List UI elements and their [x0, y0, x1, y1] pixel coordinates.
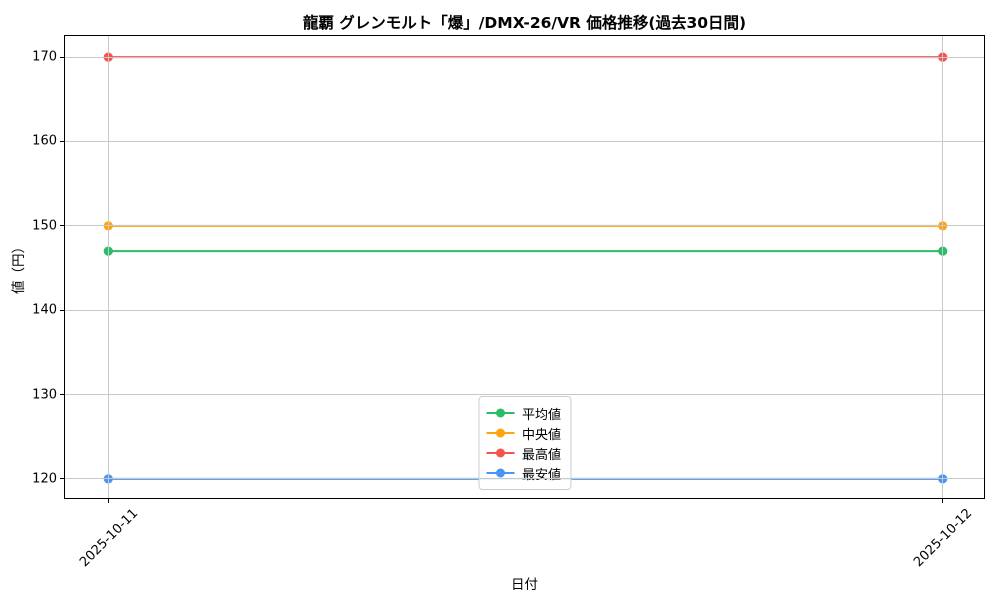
- x-tick-mark: [107, 498, 109, 503]
- legend-label: 最安値: [521, 467, 562, 483]
- y-tick-mark: [60, 225, 65, 227]
- legend-marker-dot: [495, 428, 505, 438]
- legend-label: 最高値: [521, 447, 562, 463]
- y-tick-label: 160: [32, 133, 57, 149]
- x-tick-label: 2025-10-11: [76, 506, 141, 571]
- legend-row: 最安値: [485, 463, 562, 483]
- y-gridline: [65, 478, 984, 480]
- plot-area: 平均値中央値最高値最安値 120 130 140 150 160 170 2025-10-1…: [32, 35, 985, 570]
- y-tick-mark: [60, 56, 65, 58]
- y-gridline: [65, 225, 984, 227]
- x-gridline: [942, 36, 944, 498]
- y-tick-mark: [60, 140, 65, 142]
- y-tick-mark: [60, 394, 65, 396]
- legend-marker-dot: [495, 408, 505, 418]
- legend-label: 平均値: [521, 407, 562, 423]
- legend-row: 中央値: [485, 423, 562, 443]
- legend-sample: [485, 428, 514, 438]
- legend-sample: [485, 408, 514, 418]
- legend-label: 中央値: [521, 427, 562, 443]
- x-tick-label: 2025-10-12: [911, 506, 976, 571]
- y-gridline: [65, 56, 984, 58]
- legend-row: 平均値: [485, 403, 562, 423]
- y-axis-label: 値（円）: [11, 240, 27, 294]
- legend: 平均値中央値最高値最安値: [477, 396, 572, 490]
- legend-row: 最高値: [485, 443, 562, 463]
- y-gridline: [65, 140, 984, 142]
- y-tick-label: 120: [32, 471, 57, 487]
- y-gridline: [65, 309, 984, 311]
- x-gridline: [107, 36, 109, 498]
- chart-title: 龍覇 グレンモルト「爆」/DMX-26/VR 価格推移(過去30日間): [302, 14, 747, 32]
- y-tick-mark: [60, 309, 65, 311]
- y-tick-label: 140: [32, 302, 57, 318]
- y-tick-label: 130: [32, 387, 57, 403]
- y-tick-label: 170: [32, 49, 57, 65]
- legend-sample: [485, 448, 514, 458]
- y-tick-label: 150: [32, 218, 57, 234]
- legend-marker-dot: [495, 468, 505, 478]
- x-tick-mark: [942, 498, 944, 503]
- y-tick-mark: [60, 478, 65, 480]
- legend-sample: [485, 468, 514, 478]
- x-axis-label: 日付: [511, 577, 538, 593]
- legend-marker-dot: [495, 448, 505, 458]
- y-gridline: [65, 394, 984, 396]
